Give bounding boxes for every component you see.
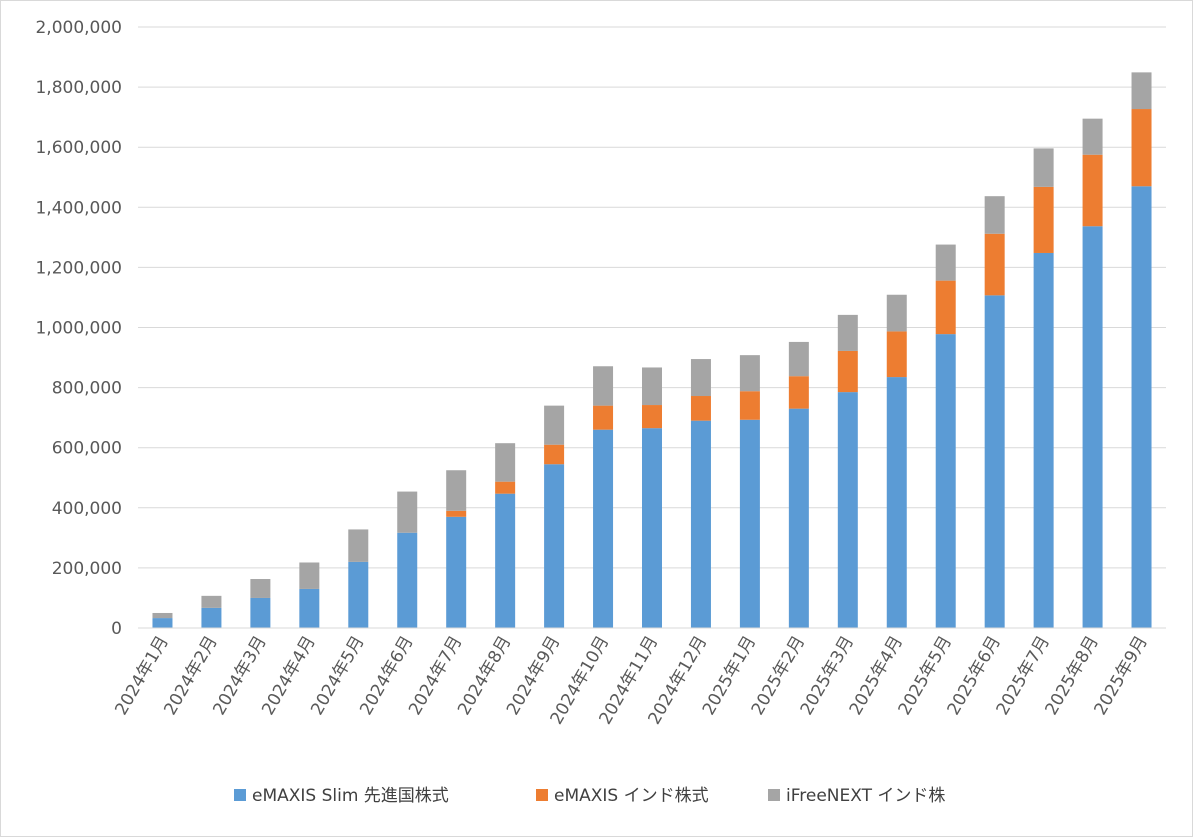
bar-segment: [642, 367, 662, 406]
bar-segment: [1033, 148, 1054, 187]
bar-segment: [642, 428, 662, 628]
bar-segment: [544, 405, 565, 445]
bar-segment: [837, 392, 858, 628]
bar-segment: [935, 334, 956, 628]
bar-segment: [201, 595, 222, 608]
y-tick-label: 2,000,000: [35, 18, 122, 38]
bar-segment: [495, 493, 516, 628]
y-tick-label: 1,200,000: [35, 258, 122, 278]
x-axis-ticks: 2024年1月2024年2月2024年3月2024年4月2024年5月2024年…: [111, 633, 1151, 729]
bar-segment: [201, 607, 222, 628]
legend: eMAXIS Slim 先進国株式 eMAXIS インド株式 iFreeNEXT イ…: [234, 786, 945, 806]
bar-segment: [250, 597, 271, 628]
legend-label: iFreeNEXT インド株: [786, 786, 945, 806]
bar-segment: [348, 561, 369, 628]
bar-segment: [1082, 118, 1103, 155]
bar-segment: [250, 579, 271, 598]
legend-label: eMAXIS Slim 先進国株式: [252, 786, 449, 806]
y-tick-label: 800,000: [52, 379, 122, 399]
bar-segment: [788, 408, 809, 628]
bar-segment: [152, 612, 173, 619]
bar-segment: [495, 443, 516, 482]
bar-segment: [690, 420, 711, 628]
bar-segment: [299, 588, 320, 628]
bar-segment: [544, 464, 565, 628]
bar-segment: [788, 341, 809, 377]
bar-segment: [886, 331, 907, 378]
bar-segment: [299, 562, 320, 589]
bar-segment: [739, 419, 760, 628]
bar-segment: [495, 481, 516, 494]
bars: [152, 72, 1152, 628]
bar-segment: [1131, 72, 1152, 110]
bar-segment: [984, 196, 1005, 234]
bar-segment: [1082, 154, 1103, 227]
bar-segment: [593, 366, 614, 406]
legend-swatch: [234, 789, 246, 801]
legend-swatch: [536, 789, 548, 801]
bar-segment: [397, 532, 418, 628]
y-tick-label: 0: [111, 619, 122, 639]
bar-segment: [593, 429, 614, 628]
bar-segment: [593, 405, 614, 430]
bar-segment: [1033, 186, 1054, 253]
bar-segment: [690, 396, 711, 421]
bar-segment: [1131, 186, 1152, 628]
bar-segment: [152, 618, 173, 628]
bar-segment: [739, 355, 760, 392]
y-tick-label: 1,800,000: [35, 78, 122, 98]
legend-swatch: [768, 789, 780, 801]
y-tick-label: 1,400,000: [35, 198, 122, 218]
bar-segment: [886, 294, 907, 332]
bar-segment: [446, 470, 467, 511]
bar-segment: [397, 491, 418, 533]
y-tick-label: 400,000: [52, 499, 122, 519]
bar-segment: [837, 314, 858, 351]
legend-label: eMAXIS インド株式: [554, 786, 709, 806]
y-tick-label: 1,600,000: [35, 138, 122, 158]
bar-segment: [935, 244, 956, 281]
bar-segment: [642, 405, 662, 429]
bar-segment: [837, 350, 858, 393]
y-tick-label: 600,000: [52, 439, 122, 459]
bar-segment: [446, 516, 467, 628]
bar-segment: [739, 391, 760, 420]
bar-segment: [348, 529, 369, 562]
bar-segment: [984, 295, 1005, 628]
bar-segment: [788, 376, 809, 409]
bar-segment: [1033, 252, 1054, 628]
bar-segment: [690, 359, 711, 397]
bar-segment: [446, 510, 467, 517]
bar-segment: [1131, 109, 1152, 187]
y-axis-ticks: 0 200,000 400,000 600,000 800,000 1,000,000 1,…: [35, 18, 122, 639]
bar-segment: [886, 377, 907, 628]
y-tick-label: 200,000: [52, 559, 122, 579]
bar-segment: [1082, 226, 1103, 628]
bar-segment: [984, 233, 1005, 296]
bar-segment: [935, 280, 956, 335]
bar-segment: [544, 444, 565, 465]
y-tick-label: 1,000,000: [35, 319, 122, 339]
